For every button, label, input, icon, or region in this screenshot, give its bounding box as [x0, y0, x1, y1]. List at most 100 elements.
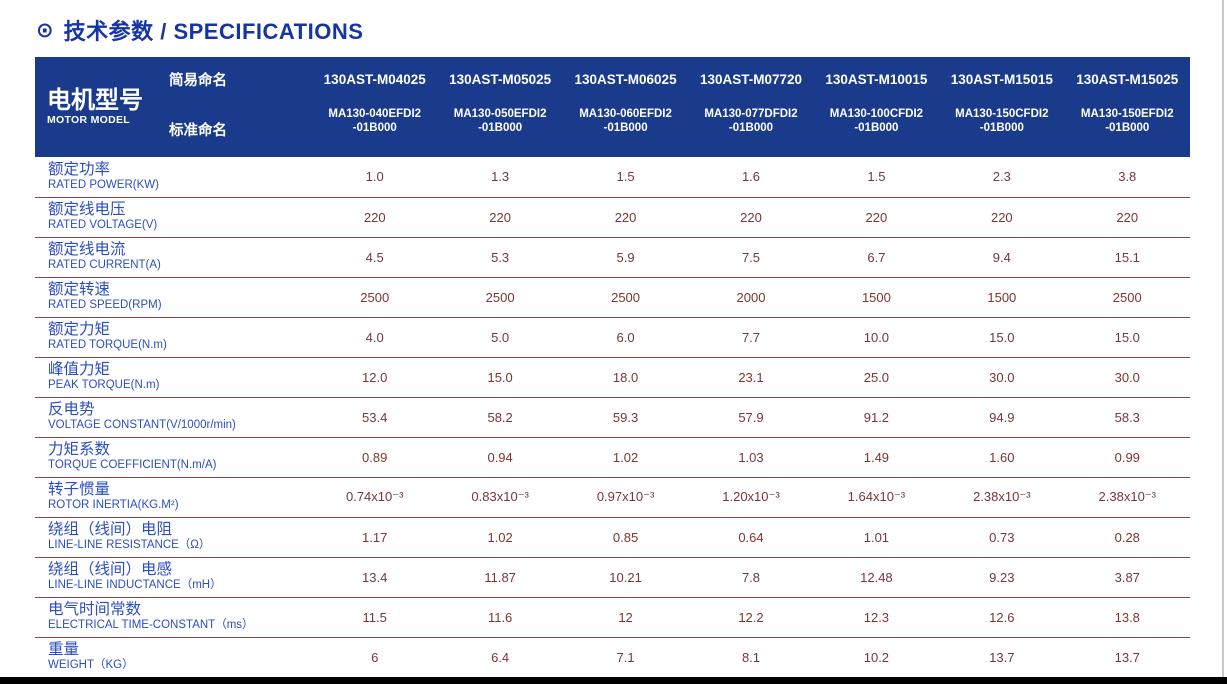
page-right-border	[1222, 0, 1224, 677]
standard-name-line2: -01B000	[1105, 122, 1150, 135]
spec-row: 电气时间常数 ELECTRICAL TIME-CONSTANT（ms） 11.5 11…	[35, 596, 1190, 637]
row-label-cn: 转子惯量	[48, 481, 111, 499]
spec-value: 53.4	[312, 396, 438, 437]
standard-name-line2: -01B000	[603, 122, 648, 135]
spec-value: 57.9	[688, 396, 814, 437]
row-label: 重量 WEIGHT（KG）	[35, 636, 312, 677]
column-simple-name: 130AST-M10015	[813, 57, 940, 101]
spec-value: 1500	[939, 276, 1065, 317]
spec-value: 9.23	[939, 556, 1065, 597]
motor-model-label-en: MOTOR MODEL	[47, 114, 131, 127]
spec-value: 2.38x10⁻³	[1064, 476, 1190, 517]
standard-name-line2: -01B000	[854, 122, 899, 135]
spec-row: 转子惯量 ROTOR INERTIA(KG.M²) 0.74x10⁻³ 0.83x10…	[35, 476, 1190, 517]
spec-value: 220	[939, 196, 1065, 237]
header-simple-row: 电机型号 MOTOR MODEL 简易命名 标准命名 130AST-M04025…	[35, 57, 1190, 157]
spec-value: 15.0	[1064, 316, 1190, 357]
page-title: ⊙ 技术参数 / SPECIFICATIONS	[36, 14, 363, 46]
spec-value: 2500	[312, 276, 438, 317]
spec-row: 额定线电压 RATED VOLTAGE(V) 220 220 220 220 220 220 2…	[35, 196, 1190, 237]
row-label: 峰值力矩 PEAK TORQUE(N.m)	[35, 356, 312, 397]
row-label-cn: 额定转速	[48, 281, 111, 299]
row-label: 绕组（线间）电感 LINE-LINE INDUCTANCE（mH）	[35, 556, 312, 597]
column-simple-name: 130AST-M06025	[562, 57, 689, 101]
spec-value: 220	[437, 196, 563, 237]
spec-value: 1.5	[562, 157, 689, 197]
row-label: 额定功率 RATED POWER(KW)	[35, 157, 312, 197]
spec-value: 59.3	[562, 396, 689, 437]
spec-value: 1500	[813, 276, 940, 317]
spec-value: 1.64x10⁻³	[813, 476, 940, 517]
standard-name-line1: MA130-150EFDI2	[1080, 108, 1174, 120]
spec-value: 8.1	[688, 636, 814, 677]
spec-value: 12.6	[939, 596, 1065, 637]
row-label-en: WEIGHT（KG）	[48, 659, 134, 672]
standard-name-line1: MA130-077DFDI2	[704, 108, 798, 120]
spec-row: 重量 WEIGHT（KG） 6 6.4 7.1 8.1 10.2 13.7 13.7	[35, 636, 1190, 677]
motor-model-label-cn: 电机型号	[47, 86, 143, 114]
standard-name-line1: MA130-060EFDI2	[579, 108, 672, 120]
spec-value: 4.0	[312, 316, 438, 357]
column-standard-name: MA130-150EFDI2 -01B000	[1064, 101, 1190, 157]
row-label-cn: 重量	[48, 641, 80, 659]
row-label-en: RATED POWER(KW)	[48, 178, 159, 191]
spec-row: 额定功率 RATED POWER(KW) 1.0 1.3 1.5 1.6 1.5 2.3 3.8	[35, 157, 1190, 197]
column-simple-name: 130AST-M05025	[437, 57, 563, 101]
spec-value: 9.4	[939, 236, 1065, 277]
row-label-cn: 绕组（线间）电阻	[48, 521, 173, 539]
spec-value: 7.5	[688, 236, 814, 277]
spec-value: 12.0	[312, 356, 438, 397]
spec-value: 11.5	[312, 596, 438, 637]
spec-row: 额定转速 RATED SPEED(RPM) 2500 2500 2500 2000 1500…	[35, 276, 1190, 317]
spec-value: 1.0	[312, 157, 438, 197]
spec-row: 额定线电流 RATED CURRENT(A) 4.5 5.3 5.9 7.5 6.7 9.4 1…	[35, 236, 1190, 277]
spec-row: 力矩系数 TORQUE COEFFICIENT(N.m/A) 0.89 0.94 1.0…	[35, 436, 1190, 477]
standard-name-line2: -01B000	[728, 122, 774, 135]
row-label-en: VOLTAGE CONSTANT(V/1000r/min)	[48, 419, 236, 431]
spec-value: 6.0	[562, 316, 689, 357]
spec-value: 1.5	[813, 157, 940, 197]
standard-name-line2: -01B000	[979, 122, 1024, 135]
standard-name-line1: MA130-040EFDI2	[328, 108, 422, 120]
spec-value: 10.21	[562, 556, 689, 597]
row-label-cn: 电气时间常数	[48, 601, 142, 619]
row-label-en: PEAK TORQUE(N.m)	[48, 379, 160, 391]
motor-model-label: 电机型号 MOTOR MODEL	[47, 86, 165, 127]
spec-value: 0.83x10⁻³	[437, 476, 563, 517]
spec-value: 0.89	[312, 436, 438, 477]
column-standard-name: MA130-040EFDI2 -01B000	[312, 101, 438, 157]
spec-value: 11.6	[437, 596, 563, 637]
spec-value: 7.8	[688, 556, 814, 597]
spec-value: 1.3	[437, 157, 563, 197]
spec-value: 12.48	[813, 556, 940, 597]
spec-value: 2000	[688, 276, 814, 317]
row-label: 反电势 VOLTAGE CONSTANT(V/1000r/min)	[35, 396, 312, 437]
spec-value: 13.4	[312, 556, 438, 597]
row-label: 额定转速 RATED SPEED(RPM)	[35, 276, 312, 317]
spec-value: 0.64	[688, 516, 814, 557]
row-label: 转子惯量 ROTOR INERTIA(KG.M²)	[35, 476, 312, 517]
spec-value: 7.1	[562, 636, 689, 677]
standard-naming-label: 标准命名	[169, 122, 227, 139]
bottom-black-bar	[0, 677, 1227, 684]
spec-value: 10.2	[813, 636, 940, 677]
spec-value: 1.01	[813, 516, 940, 557]
column-standard-name: MA130-050EFDI2 -01B000	[437, 101, 563, 157]
spec-value: 0.94	[437, 436, 563, 477]
spec-value: 1.60	[939, 436, 1065, 477]
spec-value: 1.6	[688, 157, 814, 197]
spec-value: 15.1	[1064, 236, 1190, 277]
row-label: 力矩系数 TORQUE COEFFICIENT(N.m/A)	[35, 436, 312, 477]
row-label-cn: 额定线电流	[48, 241, 126, 259]
specifications-table: 电机型号 MOTOR MODEL 简易命名 标准命名 130AST-M04025…	[35, 57, 1190, 677]
standard-name-line2: -01B000	[352, 122, 397, 135]
spec-value: 2.38x10⁻³	[939, 476, 1065, 517]
row-label: 额定线电压 RATED VOLTAGE(V)	[35, 196, 312, 237]
row-label-cn: 峰值力矩	[48, 361, 111, 379]
spec-value: 15.0	[939, 316, 1065, 357]
header-standard-row: MA130-040EFDI2 -01B000 MA130-050EFDI2 -01B0…	[35, 101, 1190, 157]
row-label-cn: 力矩系数	[48, 441, 111, 459]
spec-value: 1.02	[437, 516, 563, 557]
column-simple-name: 130AST-M07720	[688, 57, 814, 101]
spec-value: 25.0	[813, 356, 940, 397]
